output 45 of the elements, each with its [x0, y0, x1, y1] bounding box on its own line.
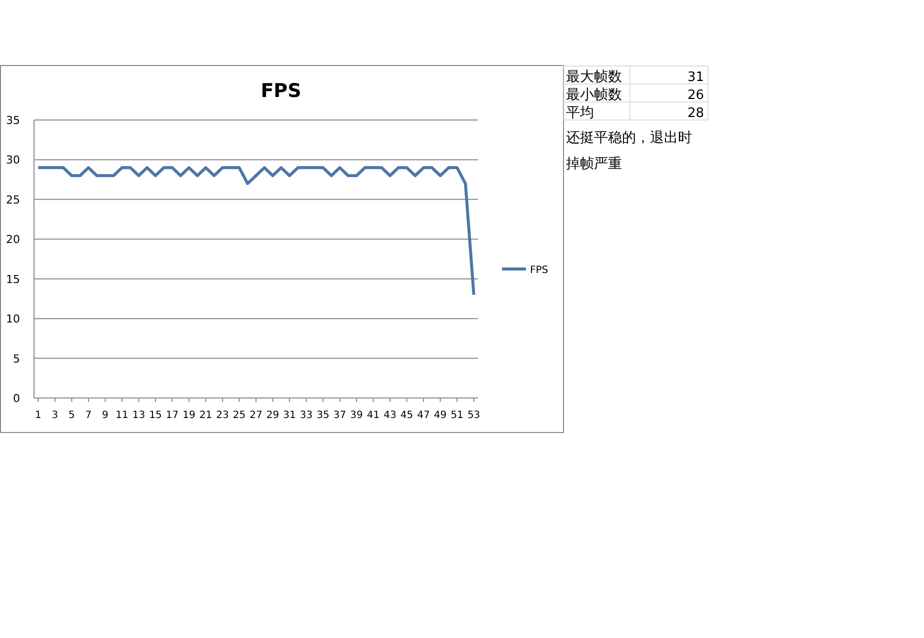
y-tick-label: 15	[6, 272, 20, 286]
y-tick-label: 25	[6, 193, 20, 206]
x-tick-label: 37	[333, 410, 346, 421]
x-tick-label: 29	[266, 410, 280, 421]
x-tick-label: 53	[467, 410, 480, 421]
x-tick-label: 33	[300, 410, 313, 421]
y-tick-label: 20	[6, 233, 20, 246]
x-tick-label: 17	[166, 410, 179, 421]
x-tick-label: 19	[182, 410, 196, 421]
x-tick-label: 43	[384, 410, 396, 421]
x-tick-label: 15	[149, 410, 162, 421]
x-tick-label: 49	[434, 410, 447, 421]
text: 还挺平稳的，退出时掉帧严重	[566, 130, 692, 172]
text: 26	[687, 88, 704, 103]
x-tick-label: 47	[417, 410, 430, 421]
text: 最小帧数	[566, 87, 622, 103]
legend-label: FPS	[530, 265, 548, 276]
text: 31	[687, 70, 704, 85]
y-tick-label: 10	[6, 312, 20, 326]
y-tick-label: 30	[6, 154, 20, 167]
x-tick-label: 51	[450, 410, 464, 421]
y-tick-label: 5	[13, 352, 20, 366]
x-tick-label: 25	[232, 410, 246, 421]
x-tick-label: 31	[283, 410, 296, 421]
x-tick-label: 23	[216, 410, 229, 421]
x-tick-label: 21	[199, 410, 212, 421]
x-tick-label: 7	[85, 410, 92, 421]
text: 28	[687, 106, 704, 121]
y-tick-label: 0	[13, 392, 20, 405]
x-tick-label: 41	[366, 410, 380, 421]
x-tick-label: 35	[316, 410, 330, 421]
x-tick-label: 45	[400, 410, 414, 421]
text: 最大帧数	[566, 69, 622, 85]
x-tick-label: 5	[68, 410, 75, 421]
x-tick-label: 27	[250, 410, 262, 421]
line-series	[36, 166, 476, 296]
x-tick-label: 1	[35, 410, 42, 421]
x-tick-label: 9	[102, 410, 108, 421]
chart-title: FPS	[260, 80, 302, 102]
x-tick-label: 11	[116, 410, 128, 421]
y-tick-label: 35	[6, 114, 20, 127]
x-tick-label: 39	[350, 410, 363, 421]
x-tick-label: 3	[52, 410, 58, 421]
x-tick-label: 13	[132, 410, 146, 421]
text: 平均	[566, 105, 594, 121]
